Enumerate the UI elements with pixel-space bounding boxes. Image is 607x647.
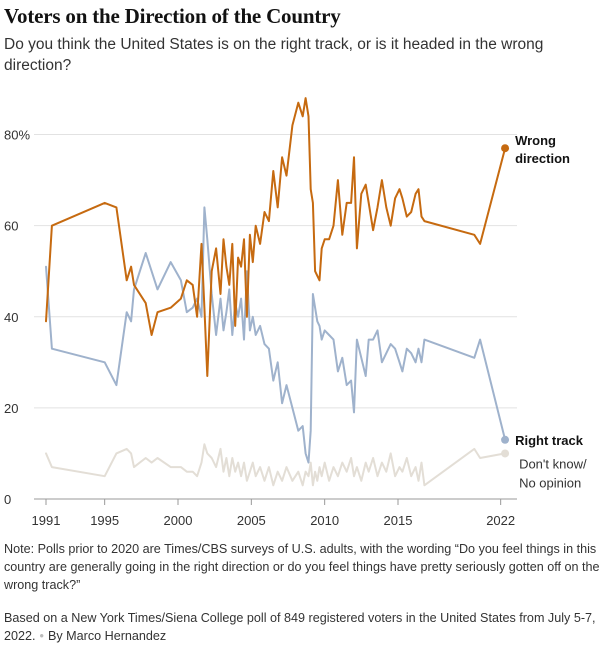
source-text: Based on a New York Times/Siena College … [4, 611, 596, 643]
series-line-right-track [45, 206, 507, 464]
byline: By Marco Hernandez [47, 629, 167, 643]
x-tick-label: 1991 [32, 513, 61, 528]
gridlines [34, 134, 517, 500]
series-lines [45, 97, 510, 487]
footnote: Note: Polls prior to 2020 are Times/CBS … [4, 542, 600, 592]
x-tick-label: 1995 [90, 513, 119, 528]
y-tick-label: 0 [4, 492, 11, 507]
y-tick-label: 20 [4, 401, 18, 416]
series-line-don-t-know-no-opinion [45, 443, 507, 487]
line-chart: 0 20 40 60 80% 1991 1995 2000 2005 2010 2015 2022 W… [4, 97, 587, 528]
y-tick-label: 40 [4, 310, 18, 325]
series-label: Don't know/ [519, 456, 587, 471]
series-labels: Wrong direction Right track Don't know/No o… [515, 133, 587, 490]
series-label: Right track [515, 433, 584, 448]
series-end-marker [501, 449, 510, 458]
y-tick-label: 80% [4, 128, 30, 143]
x-tick-label: 2022 [486, 513, 515, 528]
y-tick-label: 60 [4, 219, 18, 234]
chart-subtitle: Do you think the United States is on the… [4, 36, 544, 74]
separator-dot: • [39, 629, 44, 643]
source-credit: Based on a New York Times/Siena College … [4, 609, 602, 645]
series-label: Wrong [515, 133, 556, 148]
series-label: No opinion [519, 475, 581, 490]
axis-ticks: 0 20 40 60 80% 1991 1995 2000 2005 2010 2015 2022 [4, 128, 515, 528]
x-tick-label: 2010 [310, 513, 339, 528]
x-tick-label: 2000 [164, 513, 193, 528]
chart-title: Voters on the Direction of the Country [4, 4, 341, 28]
series-end-marker [501, 144, 510, 153]
x-tick-label: 2015 [384, 513, 413, 528]
series-label: direction [515, 151, 570, 166]
series-line-wrong-direction [45, 97, 507, 377]
series-end-marker [501, 435, 510, 444]
x-tick-label: 2005 [237, 513, 266, 528]
